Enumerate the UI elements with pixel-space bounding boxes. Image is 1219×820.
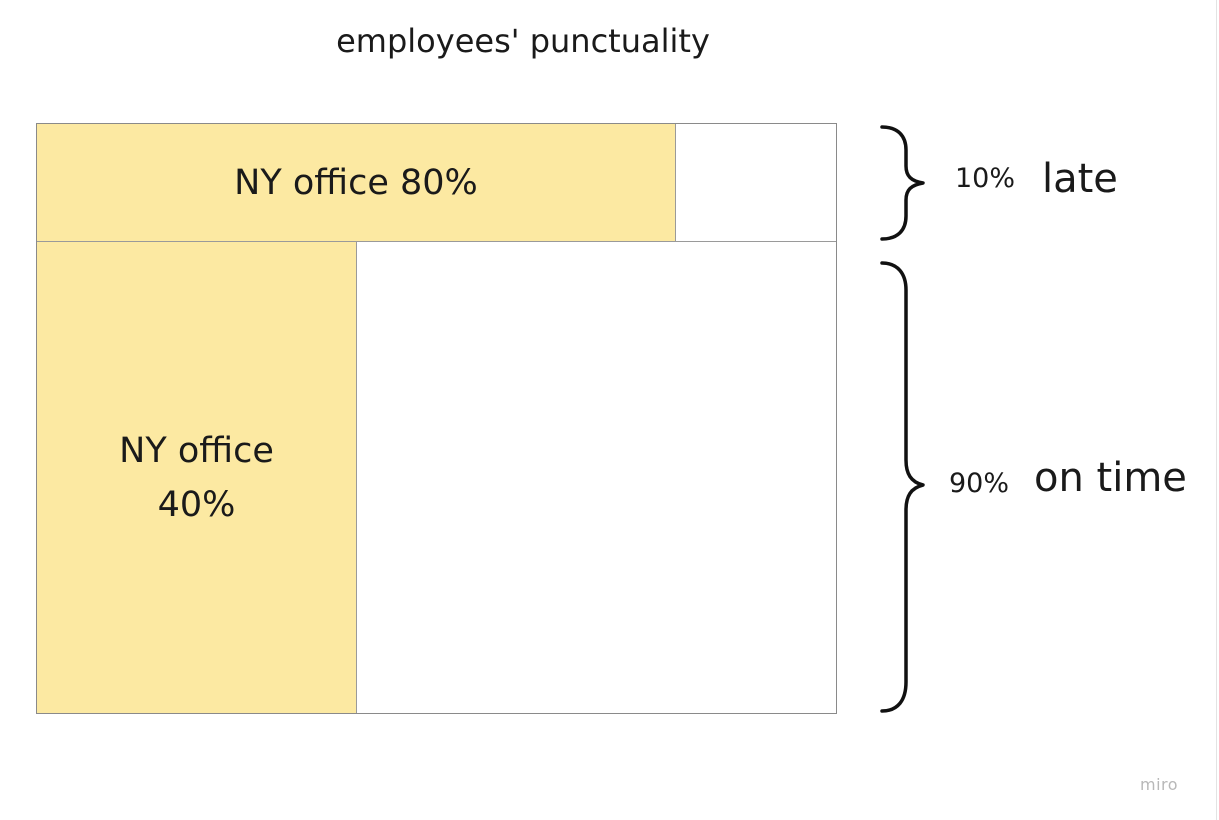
on-time-percent: 90% <box>949 468 1010 499</box>
on-time-brace-icon <box>880 261 925 713</box>
late-percent: 10% <box>955 163 1016 194</box>
mosaic-frame: NY office 80% NY office 40% <box>36 123 837 714</box>
row-divider <box>37 241 836 242</box>
on-time-label: on time <box>1034 455 1187 501</box>
bottom-row-highlight-block: NY office 40% <box>37 242 357 713</box>
late-label: late <box>1042 156 1118 202</box>
bottom-row-label: NY office 40% <box>37 242 356 713</box>
bottom-row-label-line1: NY office <box>119 430 274 471</box>
bottom-row-label-line2: 40% <box>157 484 236 525</box>
diagram-title: employees' punctuality <box>336 22 710 60</box>
late-brace-icon <box>880 125 925 241</box>
top-row-label: NY office 80% <box>234 162 478 203</box>
top-row-highlight-block: NY office 80% <box>37 124 676 241</box>
canvas-edge <box>1216 0 1217 820</box>
miro-watermark: miro <box>1140 775 1179 794</box>
